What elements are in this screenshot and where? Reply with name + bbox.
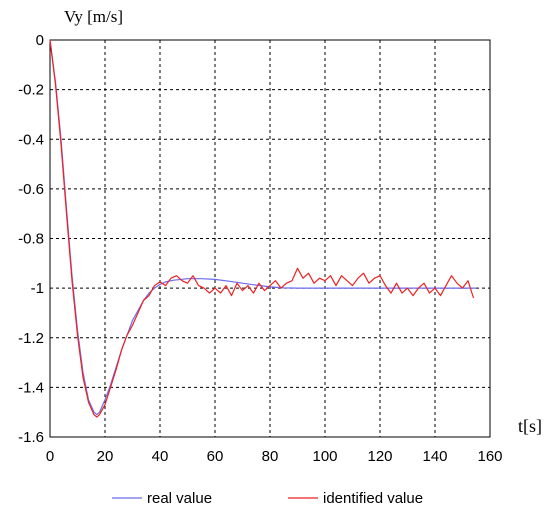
x-tick-label: 140	[422, 448, 447, 465]
y-tick-labels: 0 -0.2 -0.4 -0.6 -0.8 -1 -1.2 -1.4 -1.6	[18, 32, 44, 446]
y-tick-label: -1.2	[18, 330, 44, 347]
y-tick-label: -0.6	[18, 181, 44, 198]
x-axis-label: t[s]	[518, 416, 542, 436]
series-lines	[49, 39, 477, 418]
x-tick-label: 40	[152, 448, 169, 465]
y-tick-label: -0.4	[18, 131, 44, 148]
series-line-identified-value	[49, 39, 475, 418]
y-tick-label: -1.6	[18, 429, 44, 446]
x-tick-label: 80	[262, 448, 279, 465]
plot-frame	[49, 39, 491, 438]
x-tick-labels: 0 20 40 60 80 100 120 140 160	[46, 448, 503, 465]
x-tick-label: 100	[312, 448, 337, 465]
y-tick-label: 0	[36, 32, 44, 49]
y-tick-label: -1	[31, 280, 44, 297]
series-line-real-value	[49, 39, 477, 416]
y-axis-label: Vy [m/s]	[64, 7, 123, 26]
plot-border	[49, 39, 491, 438]
y-tick-label: -0.8	[18, 231, 44, 248]
legend-label-identified-value: identified value	[323, 490, 423, 507]
x-tick-label: 120	[367, 448, 392, 465]
grid-lines	[50, 40, 490, 437]
y-tick-label: -1.4	[18, 379, 44, 396]
x-tick-label: 60	[207, 448, 224, 465]
legend-label-real-value: real value	[147, 490, 212, 507]
x-tick-label: 0	[46, 448, 54, 465]
x-tick-label: 20	[97, 448, 114, 465]
y-tick-label: -0.2	[18, 82, 44, 99]
legend: real value identified value	[112, 490, 423, 507]
x-tick-label: 160	[477, 448, 502, 465]
